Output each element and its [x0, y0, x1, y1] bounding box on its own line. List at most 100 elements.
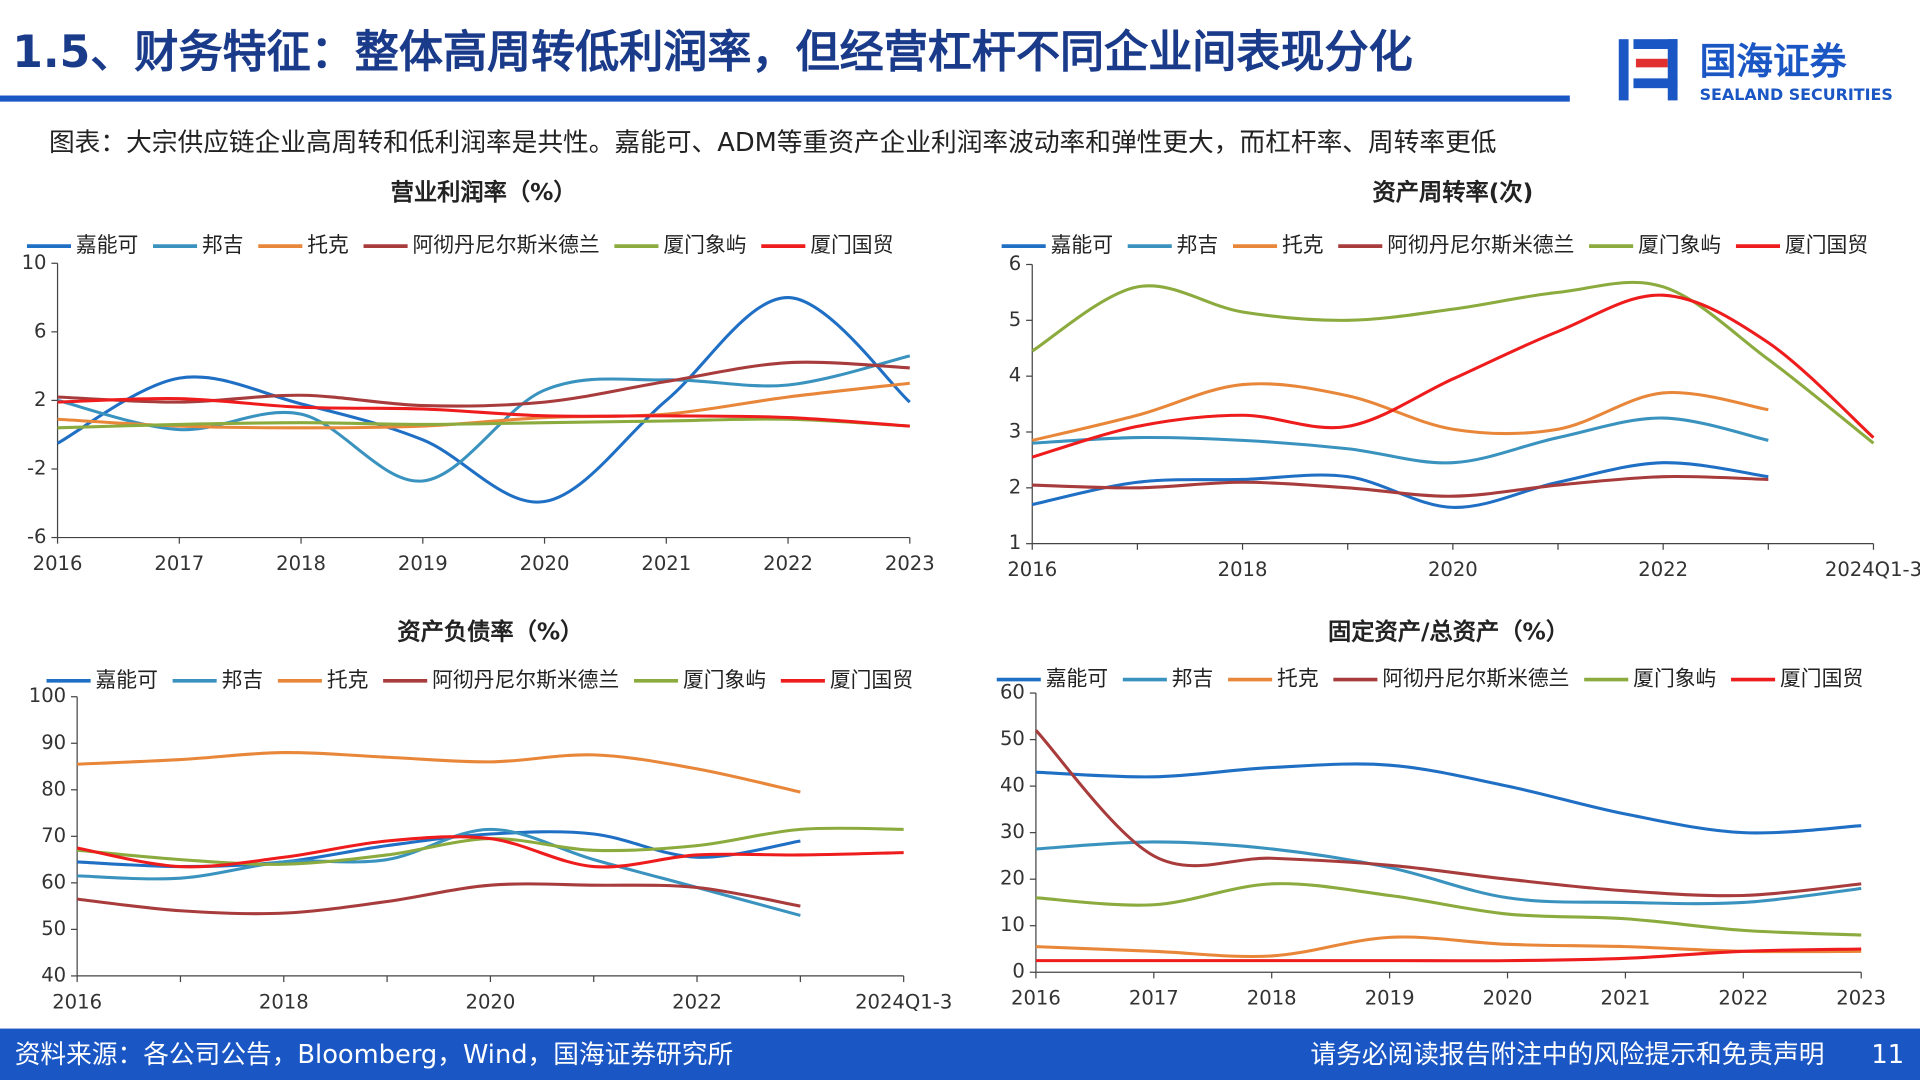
- series-line: [57, 360, 910, 408]
- y-tick-label: 0: [1012, 960, 1024, 983]
- y-tick-label: 6: [34, 319, 46, 342]
- chart-caption: 图表：大宗供应链企业高周转和低利润率是共性。嘉能可、ADM等重资产企业利润率波动…: [49, 128, 1497, 158]
- y-tick-label: 10: [22, 251, 47, 274]
- y-tick-label: -2: [27, 456, 47, 479]
- legend-label: 托克: [327, 668, 369, 692]
- x-tick-label: 2024Q1-3: [855, 990, 952, 1013]
- legend-label: 厦门国贸: [1785, 233, 1868, 257]
- y-tick-label: 30: [1000, 820, 1025, 843]
- chart-title: 固定资产/总资产（%）: [1328, 619, 1569, 646]
- series-line: [1035, 947, 1862, 963]
- legend-label: 嘉能可: [1046, 667, 1108, 691]
- chart-title: 营业利润率（%）: [391, 179, 577, 206]
- title-underline: [0, 95, 1570, 102]
- y-tick-label: 50: [1000, 727, 1025, 750]
- x-tick-label: 2018: [1218, 558, 1268, 581]
- series-line: [76, 882, 801, 916]
- series-line: [1031, 293, 1875, 459]
- y-tick-label: 1: [1009, 531, 1021, 554]
- series-line: [1035, 935, 1862, 959]
- series-line: [1032, 416, 1769, 465]
- y-tick-label: 60: [1000, 681, 1025, 704]
- y-tick-label: 70: [41, 824, 66, 847]
- x-tick-label: 2019: [398, 552, 448, 575]
- series-line: [1034, 729, 1862, 898]
- y-tick-label: 50: [41, 917, 66, 940]
- y-tick-label: -6: [27, 525, 47, 548]
- y-tick-label: 2: [1009, 475, 1021, 498]
- legend-label: 阿彻丹尼尔斯米德兰: [1387, 233, 1574, 257]
- footer-bar: [0, 1028, 1920, 1080]
- series-line: [1031, 382, 1769, 442]
- series-line: [57, 354, 911, 483]
- y-tick-label: 3: [1009, 420, 1021, 443]
- logo-en: SEALAND SECURITIES: [1700, 85, 1893, 104]
- x-tick-label: 2016: [52, 990, 102, 1013]
- logo-cn: 国海证券: [1700, 40, 1847, 83]
- chart: 营业利润率（%） -6 -2 2 6 10 2016 2017 2018 2019 2020 2021…: [22, 179, 935, 575]
- x-tick-label: 2016: [33, 552, 83, 575]
- legend-label: 嘉能可: [1051, 233, 1113, 257]
- legend-label: 邦吉: [202, 233, 244, 257]
- x-tick-label: 2018: [1247, 987, 1297, 1010]
- legend-label: 厦门国贸: [830, 668, 913, 692]
- legend-label: 厦门国贸: [1780, 667, 1863, 691]
- chart-title: 资产周转率(次): [1372, 179, 1533, 206]
- x-tick-label: 2020: [1483, 987, 1533, 1010]
- series-line: [77, 751, 801, 794]
- series-line: [77, 827, 801, 917]
- y-tick-label: 6: [1009, 252, 1021, 275]
- chart-title: 资产负债率（%）: [397, 619, 583, 646]
- chart: 资产周转率(次) 1 2 3 4 5 6 2016 2018 2020 2022 2024Q1-3 嘉能…: [1001, 179, 1920, 581]
- legend-label: 嘉能可: [96, 668, 158, 692]
- series-line: [57, 397, 910, 428]
- x-tick-label: 2017: [1129, 987, 1179, 1010]
- x-tick-label: 2023: [885, 552, 935, 575]
- x-tick-label: 2020: [1428, 558, 1478, 581]
- y-tick-label: 80: [41, 777, 66, 800]
- y-tick-label: 2: [34, 388, 46, 411]
- legend-label: 厦门象屿: [663, 233, 746, 257]
- series-line: [57, 381, 910, 430]
- legend-label: 阿彻丹尼尔斯米德兰: [432, 668, 619, 692]
- legend-label: 厦门象屿: [683, 668, 766, 692]
- series-line: [1032, 474, 1769, 498]
- x-tick-label: 2019: [1365, 987, 1415, 1010]
- legend-label: 邦吉: [222, 668, 264, 692]
- logo: 国海证券 SEALAND SECURITIES: [1618, 39, 1893, 104]
- legend-label: 阿彻丹尼尔斯米德兰: [413, 233, 600, 257]
- legend-label: 托克: [1282, 233, 1324, 257]
- page-number: 11: [1871, 1040, 1904, 1070]
- x-tick-label: 2016: [1007, 558, 1057, 581]
- x-tick-label: 2018: [276, 552, 326, 575]
- legend-label: 托克: [1277, 667, 1319, 691]
- y-tick-label: 90: [41, 731, 66, 754]
- series-line: [1035, 762, 1862, 835]
- slide-title: 1.5、财务特征：整体高周转低利润率，但经营杠杆不同企业间表现分化: [12, 27, 1412, 78]
- y-tick-label: 40: [41, 963, 66, 986]
- y-tick-label: 60: [41, 870, 66, 893]
- legend-label: 嘉能可: [76, 233, 138, 257]
- x-tick-label: 2022: [672, 990, 722, 1013]
- series-line: [57, 417, 910, 430]
- x-tick-label: 2022: [1718, 987, 1768, 1010]
- series-line: [1035, 882, 1862, 937]
- series-line: [1031, 280, 1875, 445]
- x-tick-label: 2023: [1836, 987, 1886, 1010]
- legend-label: 邦吉: [1177, 233, 1219, 257]
- legend-label: 厦门象屿: [1633, 667, 1716, 691]
- x-tick-label: 2022: [1638, 558, 1688, 581]
- x-tick-label: 2017: [154, 552, 204, 575]
- y-tick-label: 100: [29, 684, 66, 707]
- y-tick-label: 40: [1000, 774, 1025, 797]
- series-line: [1035, 840, 1862, 906]
- y-tick-label: 5: [1009, 308, 1021, 331]
- y-tick-label: 10: [1000, 913, 1025, 936]
- legend-label: 邦吉: [1172, 667, 1214, 691]
- x-tick-label: 2021: [1601, 987, 1651, 1010]
- y-tick-label: 20: [1000, 867, 1025, 890]
- x-tick-label: 2022: [763, 552, 813, 575]
